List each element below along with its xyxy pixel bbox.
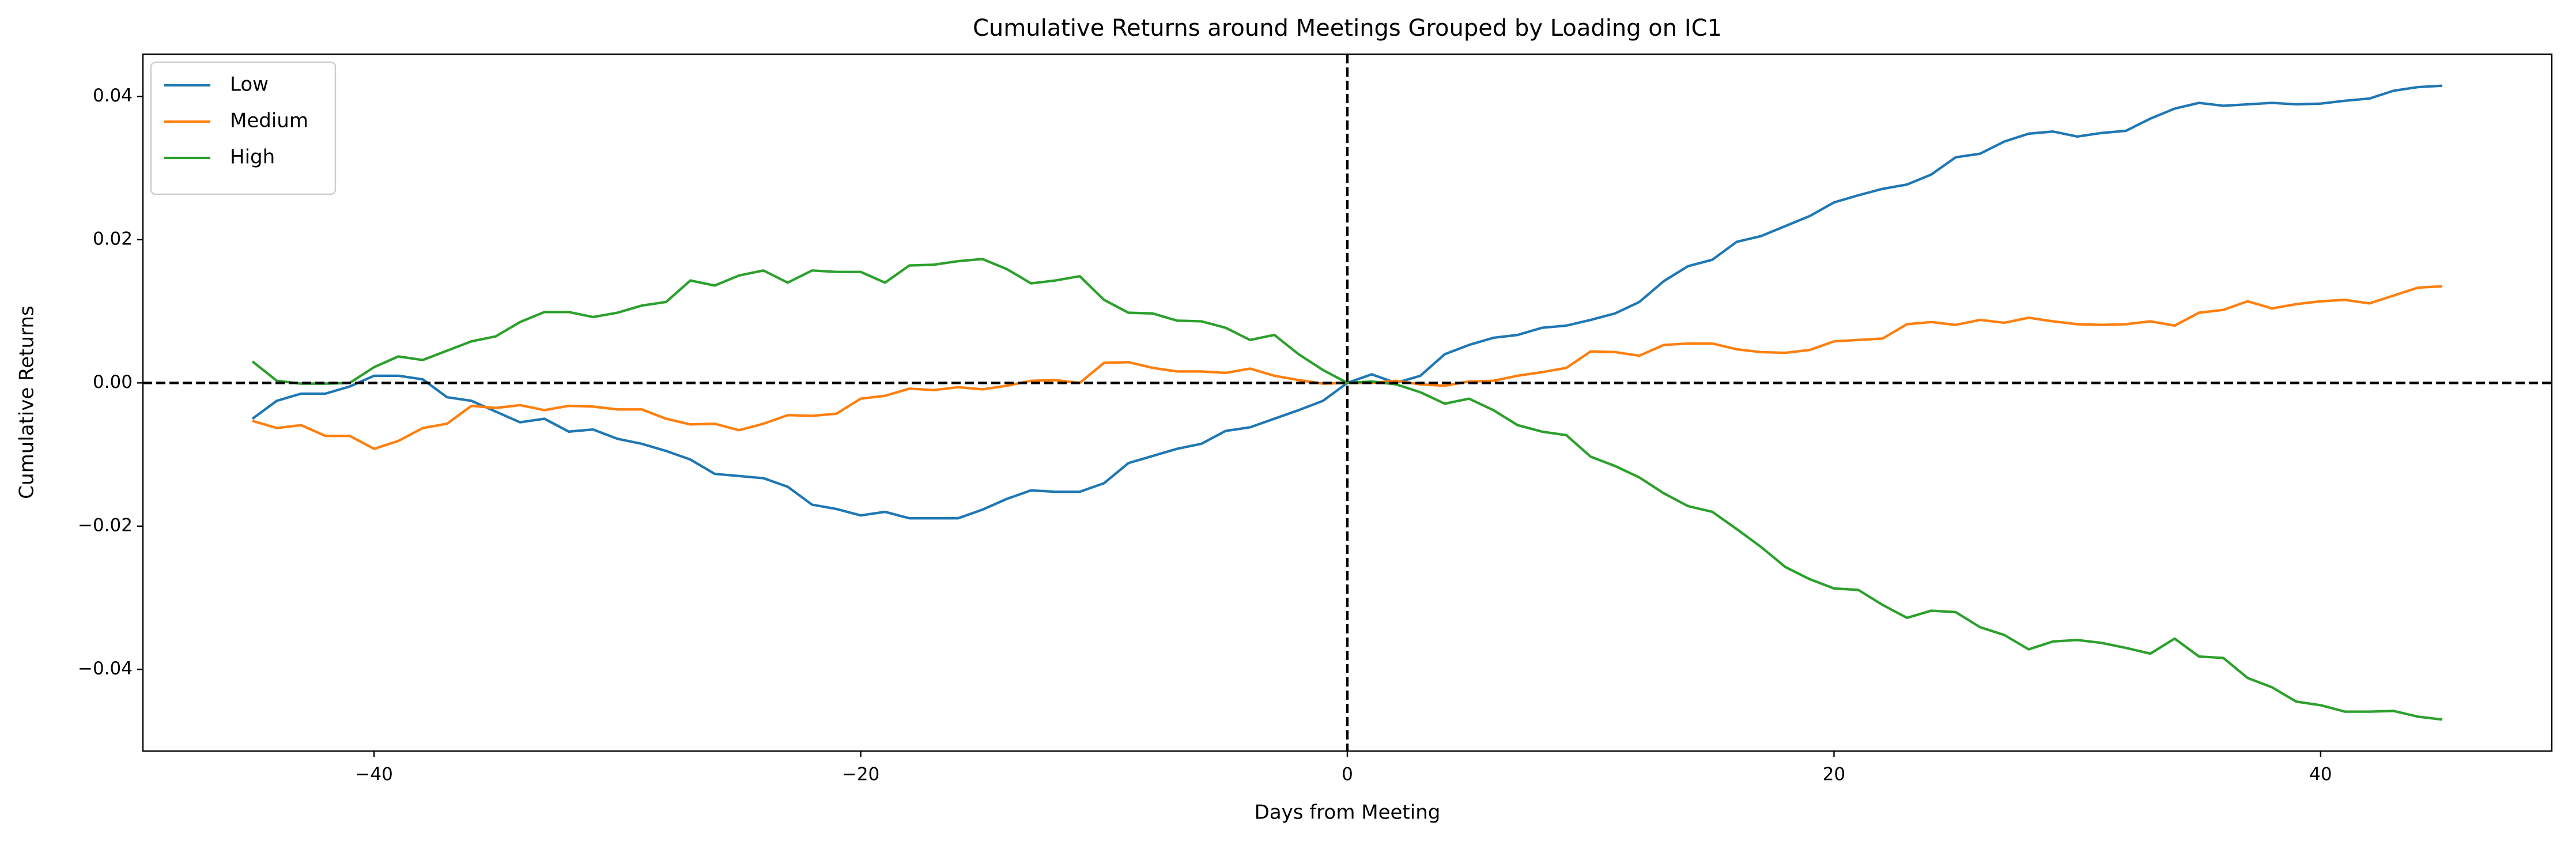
legend-label: Medium [230, 110, 308, 133]
legend-box [150, 61, 337, 195]
x-tick-label: −40 [355, 764, 392, 785]
x-tick-label: 20 [1823, 764, 1845, 785]
y-tick-label: −0.02 [78, 515, 133, 535]
y-axis-label: Cumulative Returns [16, 305, 39, 499]
legend-label: Low [230, 73, 269, 96]
y-tick-label: 0.02 [93, 228, 133, 249]
x-tick-label: 0 [1342, 764, 1353, 785]
y-tick-label: 0.04 [93, 85, 133, 106]
x-axis-label: Days from Meeting [1255, 801, 1441, 824]
legend-label: High [230, 146, 275, 169]
series-line [251, 258, 2443, 721]
x-tick-label: 40 [2309, 764, 2332, 785]
x-tick-label: −20 [842, 764, 879, 785]
y-tick-label: −0.04 [78, 658, 133, 679]
plot-frame [142, 53, 2553, 752]
chart-title: Cumulative Returns around Meetings Group… [973, 15, 1722, 42]
y-tick-label: 0.00 [93, 372, 133, 393]
